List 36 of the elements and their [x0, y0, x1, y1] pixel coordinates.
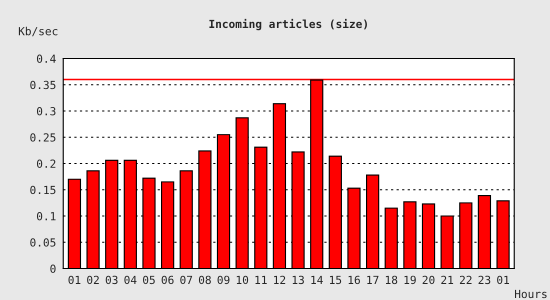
x-tick-label: 18	[386, 276, 398, 284]
y-tick-label: 0	[50, 264, 56, 273]
x-tick-label: 10	[236, 276, 248, 284]
y-tick-label: 0.15	[30, 186, 56, 194]
x-tick-label: 14	[311, 276, 323, 284]
x-tick-label: 01	[497, 276, 510, 284]
y-axis-title: Kb/sec	[18, 26, 58, 36]
chart-title: Incoming articles (size)	[209, 18, 367, 30]
x-tick-label: 09	[218, 276, 230, 284]
x-tick-label: 19	[404, 276, 416, 284]
x-tick-label: 01	[68, 276, 80, 284]
y-tick-label: 0.4	[36, 54, 56, 63]
x-tick-label: 13	[292, 276, 304, 284]
x-tick-label: 07	[180, 276, 192, 284]
x-tick-label: 21	[441, 276, 454, 284]
y-tick-label: 0.05	[30, 238, 56, 247]
y-tick-label: 0.25	[30, 133, 56, 142]
x-axis-title: Hours	[514, 290, 547, 298]
y-tick-label: 0.2	[36, 160, 56, 168]
x-tick-label: 02	[87, 276, 99, 284]
x-tick-label: 23	[478, 276, 490, 284]
x-tick-label: 12	[274, 276, 286, 284]
x-tick-label: 16	[348, 276, 360, 284]
x-tick-label: 22	[460, 276, 472, 284]
x-tick-label: 03	[106, 276, 118, 284]
x-tick-label: 05	[143, 276, 155, 284]
x-tick-label: 15	[330, 276, 342, 284]
x-tick-label: 06	[162, 276, 174, 284]
x-tick-label: 08	[198, 276, 211, 284]
x-tick-label: 11	[255, 276, 267, 284]
x-tick-label: 20	[422, 276, 434, 284]
y-tick-label: 0.3	[36, 107, 56, 116]
y-tick-label: 0.35	[30, 80, 56, 90]
x-tick-label: 17	[367, 276, 378, 284]
y-tick-label: 0.1	[36, 212, 56, 220]
x-tick-label: 04	[124, 276, 136, 284]
